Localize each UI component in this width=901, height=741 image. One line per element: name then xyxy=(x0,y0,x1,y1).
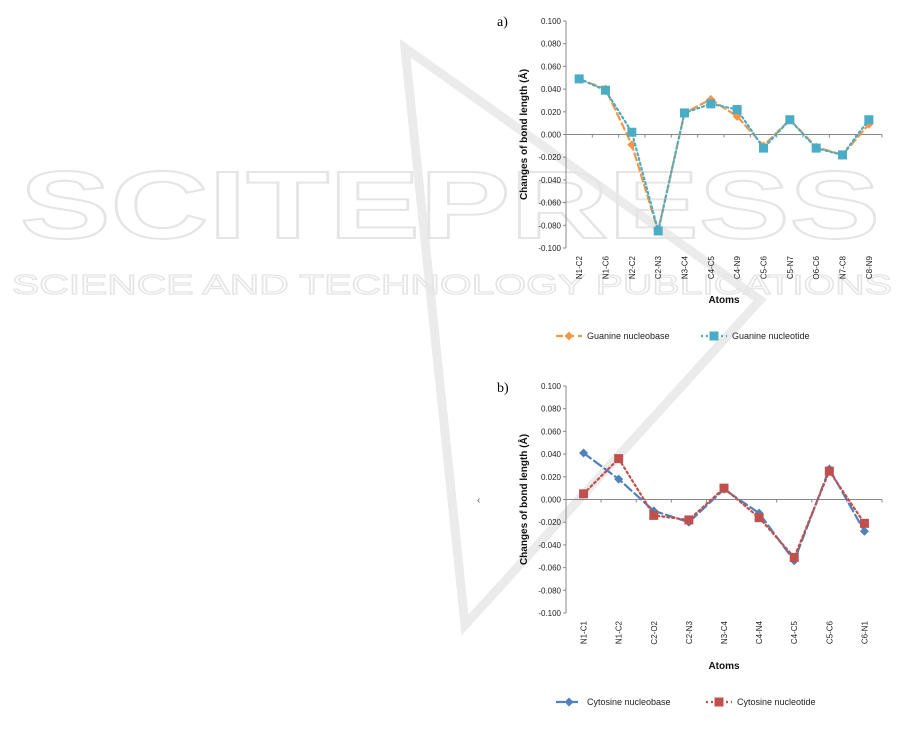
y-tick-label: 0.000 xyxy=(541,496,562,505)
y-tick-label: -0.080 xyxy=(538,221,561,230)
data-point xyxy=(789,552,799,562)
legend-marker xyxy=(714,697,724,707)
y-tick-label: 0.060 xyxy=(541,62,562,71)
data-point xyxy=(838,150,847,160)
x-tick-label: N1-C6 xyxy=(602,255,611,279)
x-tick-label: C5-C6 xyxy=(825,620,834,644)
x-tick-label: N1-C2 xyxy=(575,255,584,279)
watermark-big-text: SCITEPRESS xyxy=(20,152,880,259)
x-axis-title: Atoms xyxy=(708,661,740,672)
y-tick-label: -0.040 xyxy=(538,176,561,185)
y-tick-label: 0.080 xyxy=(541,40,562,49)
data-point xyxy=(680,108,689,118)
data-point xyxy=(864,115,874,125)
watermark-small-text: SCIENCE AND TECHNOLOGY PUBLICATIONS xyxy=(12,269,892,300)
chart-panel-b: b) 0.100 0.080 0.060 0.040 0.020 0.000 -0.020 -0… xyxy=(497,381,883,707)
panel-label: b) xyxy=(497,381,509,396)
data-point xyxy=(627,127,637,137)
x-axis-title: Atoms xyxy=(708,295,740,306)
data-point xyxy=(824,466,834,476)
data-point xyxy=(684,515,694,525)
y-tick-label: 0.100 xyxy=(541,382,562,391)
x-tick-label: C2-O2 xyxy=(650,620,659,644)
chart-panel-a: a) 0.100 0.080 0.060 0.040 0.020 0.000 -0.020 -0… xyxy=(497,15,883,341)
legend-label: Cytosine nucleotide xyxy=(737,697,816,707)
x-tick-label: N3-C4 xyxy=(681,255,690,279)
legend-marker xyxy=(564,697,574,707)
legend-label: Guanine nucleotide xyxy=(732,331,810,341)
x-tick-label: C4-N4 xyxy=(755,620,764,644)
y-tick-label: 0.080 xyxy=(541,405,562,414)
y-tick-label: 0.040 xyxy=(541,450,562,459)
data-point xyxy=(574,74,584,84)
data-point xyxy=(859,526,869,536)
x-tick-label: N1-C1 xyxy=(580,620,589,644)
y-axis-title: Changes of bond length (Å) xyxy=(517,69,530,200)
series-line xyxy=(582,456,866,560)
x-tick-label: C2-N3 xyxy=(685,620,694,644)
y-tick-label: -0.040 xyxy=(538,541,561,550)
data-point xyxy=(614,474,624,484)
y-tick-label: 0.040 xyxy=(541,85,562,94)
y-tick-label: -0.100 xyxy=(538,609,561,618)
x-tick-label: N1-C2 xyxy=(615,620,624,644)
data-point xyxy=(627,140,637,150)
x-tick-label: C6-N1 xyxy=(860,620,869,644)
y-tick-label: 0.060 xyxy=(541,427,562,436)
data-point xyxy=(811,143,821,153)
data-point xyxy=(579,448,589,458)
data-point xyxy=(719,483,729,493)
x-tick-label: C5-C6 xyxy=(760,255,769,279)
x-tick-label: C5-N7 xyxy=(786,255,795,279)
y-axis-title: Changes of bond length (Å) xyxy=(517,434,530,565)
series-line xyxy=(578,77,870,236)
data-point xyxy=(859,518,869,528)
legend-label: Cytosine nucleobase xyxy=(587,697,671,707)
legend-label: Guanine nucleobase xyxy=(587,331,670,341)
x-tick-label: O6-C6 xyxy=(812,255,821,279)
data-point xyxy=(754,513,764,523)
data-point xyxy=(706,99,716,109)
data-point xyxy=(732,105,742,115)
data-point xyxy=(579,489,589,499)
y-tick-label: -0.020 xyxy=(538,518,561,527)
y-tick-label: 0.020 xyxy=(541,108,562,117)
data-point xyxy=(785,115,795,125)
data-point xyxy=(614,454,624,464)
data-point xyxy=(759,143,768,153)
data-point xyxy=(649,510,659,520)
x-tick-label: C4-C5 xyxy=(707,255,716,279)
x-tick-label: C4-C5 xyxy=(790,620,799,644)
watermark-logo-shape xyxy=(399,38,767,636)
x-tick-label: N3-C4 xyxy=(720,620,729,644)
series-line xyxy=(578,77,870,232)
stray-mark: ‹ xyxy=(477,495,480,506)
y-tick-label: -0.080 xyxy=(538,586,561,595)
y-tick-label: -0.060 xyxy=(538,564,561,573)
panel-label: a) xyxy=(497,15,508,30)
y-tick-label: 0.100 xyxy=(541,17,562,26)
data-point xyxy=(601,85,610,95)
y-tick-label: -0.020 xyxy=(538,153,561,162)
x-tick-label: N7-C8 xyxy=(839,255,848,279)
data-point xyxy=(653,226,663,236)
x-tick-label: C2-N3 xyxy=(654,255,663,279)
x-tick-label: N2-C2 xyxy=(628,255,637,279)
legend-marker xyxy=(564,331,574,341)
y-tick-label: -0.100 xyxy=(538,244,561,253)
x-tick-label: C8-N9 xyxy=(865,255,874,279)
x-tick-label: C4-N9 xyxy=(733,255,742,279)
y-tick-label: 0.020 xyxy=(541,473,562,482)
legend-marker xyxy=(709,331,719,341)
y-tick-label: 0.000 xyxy=(541,131,562,140)
y-tick-label: -0.060 xyxy=(538,199,561,208)
